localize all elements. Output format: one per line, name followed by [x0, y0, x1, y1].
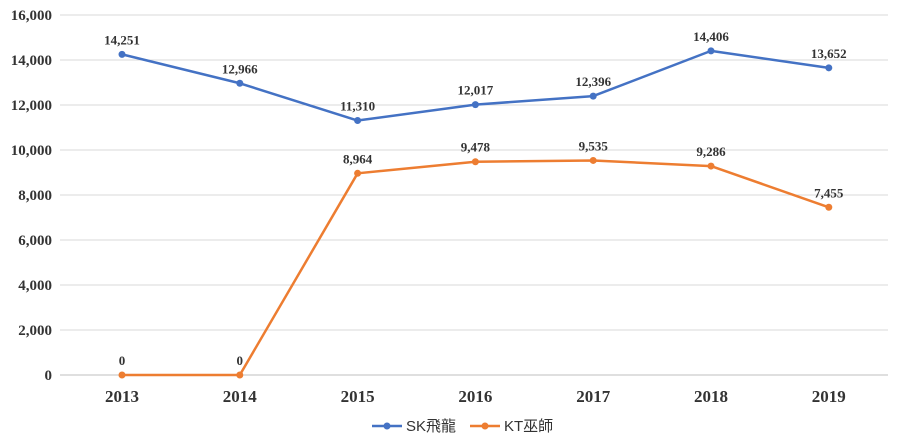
x-tick-label: 2016 — [458, 387, 492, 406]
data-point — [589, 92, 597, 100]
legend-label: SK飛龍 — [406, 418, 456, 435]
data-point — [825, 64, 833, 72]
y-tick-label: 14,000 — [11, 53, 52, 69]
y-tick-label: 12,000 — [11, 98, 52, 114]
data-point — [707, 47, 715, 55]
y-tick-label: 0 — [45, 368, 53, 384]
y-tick-label: 2,000 — [18, 323, 52, 339]
data-label: 11,310 — [340, 99, 375, 114]
data-label: 13,652 — [811, 46, 847, 61]
data-label: 0 — [119, 353, 126, 368]
data-point — [118, 371, 126, 379]
data-point — [354, 169, 362, 177]
legend-marker — [383, 422, 391, 430]
data-point — [825, 203, 833, 211]
data-point — [236, 371, 244, 379]
y-tick-label: 8,000 — [18, 188, 52, 204]
data-point — [354, 117, 362, 125]
y-tick-label: 6,000 — [18, 233, 52, 249]
data-point — [118, 50, 126, 58]
data-label: 7,455 — [814, 185, 844, 200]
data-label: 12,966 — [222, 61, 258, 76]
data-label: 14,406 — [693, 29, 729, 44]
data-label: 9,535 — [579, 138, 609, 153]
data-point — [707, 162, 715, 170]
data-label: 9,286 — [696, 144, 726, 159]
y-tick-label: 16,000 — [11, 8, 52, 24]
data-label: 14,251 — [104, 32, 140, 47]
x-tick-label: 2019 — [812, 387, 846, 406]
data-label: 12,017 — [458, 83, 494, 98]
y-tick-label: 10,000 — [11, 143, 52, 159]
data-label: 9,478 — [461, 140, 491, 155]
legend-marker — [481, 422, 489, 430]
x-tick-label: 2014 — [223, 387, 258, 406]
data-label: 0 — [237, 353, 244, 368]
y-tick-label: 4,000 — [18, 278, 52, 294]
x-tick-label: 2015 — [341, 387, 375, 406]
x-tick-label: 2018 — [694, 387, 728, 406]
x-tick-label: 2017 — [576, 387, 611, 406]
data-point — [471, 158, 479, 166]
x-tick-label: 2013 — [105, 387, 139, 406]
data-point — [471, 101, 479, 109]
data-point — [236, 79, 244, 87]
series-line-2 — [122, 159, 830, 377]
data-label: 8,964 — [343, 151, 373, 166]
data-point — [589, 156, 597, 164]
data-label: 12,396 — [575, 74, 611, 89]
legend-label: KT巫師 — [504, 418, 553, 435]
